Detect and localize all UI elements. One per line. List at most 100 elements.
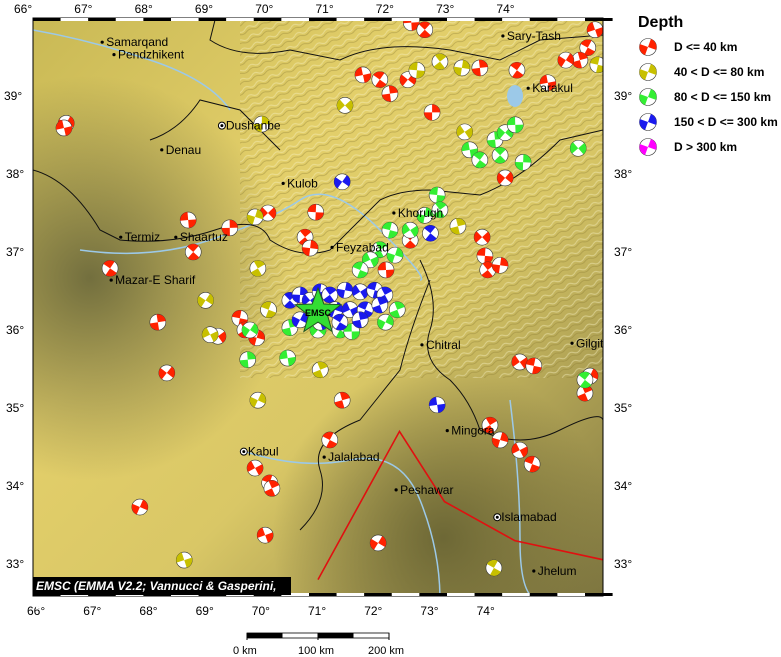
event-beachball bbox=[388, 301, 406, 319]
event-beachball bbox=[221, 219, 239, 237]
event-beachball bbox=[422, 224, 439, 242]
legend-label: D > 300 km bbox=[674, 140, 738, 154]
beachball-icon bbox=[639, 88, 657, 106]
event-beachball bbox=[351, 283, 369, 301]
events-layer bbox=[55, 18, 603, 577]
event-beachball bbox=[381, 221, 399, 239]
event-beachball bbox=[491, 256, 509, 274]
event-beachball bbox=[291, 286, 309, 304]
city-jhelum: Jhelum bbox=[532, 564, 576, 578]
event-beachball bbox=[514, 154, 532, 171]
event-beachball bbox=[369, 534, 387, 552]
event-beachball bbox=[343, 323, 361, 340]
city-peshawar: Peshawar bbox=[394, 483, 453, 497]
event-beachball bbox=[371, 71, 389, 88]
city-pendzhikent: Pendzhikent bbox=[112, 48, 185, 62]
event-beachball bbox=[408, 61, 426, 79]
city-label: Jalalabad bbox=[328, 450, 379, 464]
event-beachball bbox=[579, 39, 597, 56]
event-beachball bbox=[279, 349, 296, 367]
lon-tick-label-top: 70° bbox=[255, 2, 274, 16]
scale-bar bbox=[246, 632, 390, 640]
city-khorugh: Khorugh bbox=[392, 206, 443, 220]
event-beachball bbox=[321, 431, 339, 449]
lat-tick-label-right: 33° bbox=[614, 557, 633, 571]
event-beachball bbox=[511, 441, 529, 459]
event-beachball bbox=[336, 281, 354, 299]
event-beachball bbox=[576, 384, 594, 402]
event-beachball bbox=[586, 21, 603, 38]
city-label: Denau bbox=[166, 143, 201, 157]
event-beachball bbox=[55, 119, 73, 137]
event-beachball bbox=[401, 221, 419, 239]
event-beachball bbox=[291, 311, 309, 329]
lat-tick-label-right: 38° bbox=[614, 167, 633, 181]
event-beachball bbox=[416, 207, 434, 224]
legend-beachball bbox=[639, 63, 657, 81]
city-gilgit: Gilgit bbox=[570, 336, 604, 350]
event-beachball bbox=[351, 311, 369, 329]
lat-tick-label-right: 37° bbox=[614, 245, 633, 259]
city-dushanbe: Dushanbe bbox=[217, 119, 281, 133]
event-beachball bbox=[428, 396, 446, 414]
event-beachball bbox=[523, 455, 541, 473]
event-beachball bbox=[569, 139, 587, 157]
event-beachball bbox=[311, 361, 329, 379]
legend-beachball bbox=[639, 38, 657, 56]
event-beachball bbox=[307, 203, 325, 221]
lat-tick-label-left: 33° bbox=[6, 557, 25, 571]
city-feyzabad: Feyzabad bbox=[330, 240, 389, 254]
event-beachball bbox=[381, 85, 399, 102]
city-termiz: Termiz bbox=[119, 230, 160, 244]
beachball-icon bbox=[639, 113, 657, 131]
legend-beachball bbox=[639, 138, 657, 156]
event-beachball bbox=[321, 286, 339, 304]
event-beachball bbox=[456, 123, 473, 141]
scale-label-100: 100 km bbox=[298, 645, 335, 657]
city-chitral: Chitral bbox=[420, 338, 461, 352]
scale-label-0: 0 km bbox=[233, 645, 257, 657]
event-beachball bbox=[481, 416, 499, 434]
event-beachball bbox=[386, 246, 404, 264]
lon-tick-label-bottom: 67° bbox=[83, 604, 102, 618]
scale-label-200: 200 km bbox=[368, 645, 405, 657]
city-label: Feyzabad bbox=[336, 240, 389, 254]
city-label: Pendzhikent bbox=[118, 48, 185, 62]
epicenter-label: EMSC bbox=[305, 308, 332, 318]
event-beachball bbox=[351, 261, 369, 279]
event-beachball bbox=[525, 357, 543, 375]
city-kulob: Kulob bbox=[281, 176, 318, 190]
city-label: Peshawar bbox=[400, 483, 453, 497]
event-beachball bbox=[253, 115, 271, 133]
legend-title: Depth bbox=[638, 14, 684, 31]
city-denau: Denau bbox=[160, 143, 201, 157]
event-beachball bbox=[175, 551, 193, 569]
event-beachball bbox=[239, 351, 257, 368]
city-label: Mazar-E Sharif bbox=[115, 273, 196, 287]
event-beachball bbox=[576, 371, 594, 389]
event-beachball bbox=[496, 169, 514, 187]
event-beachball bbox=[377, 261, 395, 279]
event-beachball bbox=[263, 480, 281, 497]
city-label: Gilgit bbox=[576, 336, 604, 350]
event-beachball bbox=[246, 208, 264, 226]
event-beachball bbox=[256, 526, 274, 544]
city-label: Samarqand bbox=[106, 35, 168, 49]
event-beachball bbox=[184, 243, 202, 261]
event-beachball bbox=[377, 313, 394, 331]
lon-tick-label-top: 68° bbox=[134, 2, 153, 16]
event-beachball bbox=[331, 313, 349, 331]
legend-item: 80 < D <= 150 km bbox=[636, 87, 771, 107]
lon-tick-label-bottom: 73° bbox=[420, 604, 439, 618]
lon-tick-label-bottom: 70° bbox=[251, 604, 270, 618]
city-label: Jhelum bbox=[538, 564, 577, 578]
city-jalalabad: Jalalabad bbox=[322, 450, 380, 464]
lat-tick-label-left: 34° bbox=[6, 479, 25, 493]
city-label: Termiz bbox=[125, 230, 160, 244]
legend-item: D <= 40 km bbox=[636, 37, 737, 57]
event-beachball bbox=[557, 51, 575, 69]
event-beachball bbox=[571, 51, 589, 69]
event-beachball bbox=[473, 228, 491, 246]
city-label: Kabul bbox=[248, 445, 279, 459]
